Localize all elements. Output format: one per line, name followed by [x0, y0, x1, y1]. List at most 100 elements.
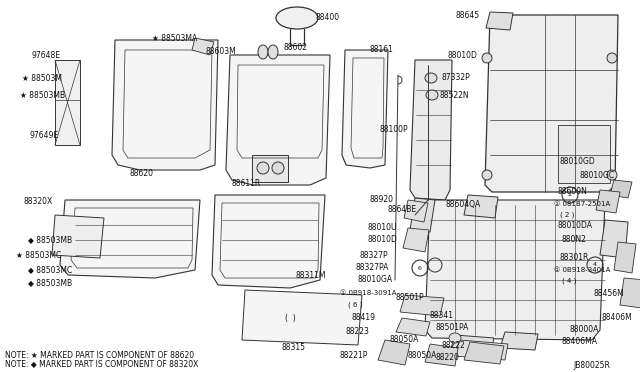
- Text: 88100P: 88100P: [380, 125, 408, 135]
- Ellipse shape: [268, 45, 278, 59]
- Text: ① 0B918-3401A: ① 0B918-3401A: [554, 267, 611, 273]
- Text: 88315: 88315: [282, 343, 306, 353]
- Text: 97649E: 97649E: [30, 131, 59, 140]
- Ellipse shape: [276, 7, 318, 29]
- Text: 88501PA: 88501PA: [435, 324, 468, 333]
- Polygon shape: [425, 344, 458, 366]
- Text: 88010GD: 88010GD: [560, 157, 596, 167]
- Text: ★ 88503MA: ★ 88503MA: [152, 33, 197, 42]
- Text: 88301R: 88301R: [560, 253, 589, 263]
- Polygon shape: [600, 220, 628, 258]
- Text: 88406MA: 88406MA: [562, 337, 598, 346]
- Ellipse shape: [607, 170, 617, 180]
- Text: 2: 2: [568, 192, 572, 198]
- Text: 88645: 88645: [455, 10, 479, 19]
- Text: 88603M: 88603M: [205, 48, 236, 57]
- Text: 6: 6: [418, 266, 422, 270]
- Text: 97648E: 97648E: [32, 51, 61, 60]
- Text: 88320X: 88320X: [23, 198, 52, 206]
- Polygon shape: [464, 342, 504, 364]
- Text: ( 6 ): ( 6 ): [348, 302, 362, 308]
- Ellipse shape: [607, 53, 617, 63]
- Polygon shape: [252, 155, 288, 182]
- Text: 88341: 88341: [430, 311, 454, 320]
- Text: 88609N: 88609N: [557, 187, 587, 196]
- Text: 88220: 88220: [435, 353, 459, 362]
- Text: 4: 4: [593, 263, 597, 267]
- Text: 88223: 88223: [345, 327, 369, 337]
- Text: ① 081B7-2501A: ① 081B7-2501A: [554, 201, 611, 207]
- Polygon shape: [226, 55, 330, 185]
- Text: 8864BE: 8864BE: [388, 205, 417, 215]
- Ellipse shape: [449, 333, 461, 343]
- Polygon shape: [450, 335, 494, 356]
- Polygon shape: [454, 340, 508, 360]
- Text: 88456M: 88456M: [594, 289, 625, 298]
- Text: ◆ 88503MB: ◆ 88503MB: [28, 235, 72, 244]
- Polygon shape: [212, 195, 325, 288]
- Polygon shape: [500, 332, 538, 350]
- Text: ( 2 ): ( 2 ): [560, 212, 574, 218]
- Text: 88920: 88920: [370, 196, 394, 205]
- Text: ★ 88503MC: ★ 88503MC: [16, 250, 61, 260]
- Polygon shape: [614, 242, 636, 273]
- Text: NOTE: ◆ MARKED PART IS COMPONENT OF 88320X: NOTE: ◆ MARKED PART IS COMPONENT OF 8832…: [5, 359, 198, 369]
- Polygon shape: [112, 40, 218, 170]
- Ellipse shape: [426, 90, 438, 100]
- Text: 88602: 88602: [283, 42, 307, 51]
- Polygon shape: [425, 200, 605, 340]
- Text: 88327PA: 88327PA: [356, 263, 389, 272]
- Polygon shape: [342, 50, 388, 168]
- Text: 88010D: 88010D: [448, 51, 478, 60]
- Text: 88050A: 88050A: [390, 336, 419, 344]
- Ellipse shape: [272, 162, 284, 174]
- Text: 88000A: 88000A: [570, 326, 600, 334]
- Bar: [558, 125, 610, 183]
- Ellipse shape: [425, 73, 437, 83]
- Text: ★ 88503MB: ★ 88503MB: [20, 90, 65, 99]
- Polygon shape: [464, 195, 498, 218]
- Polygon shape: [52, 215, 104, 258]
- Polygon shape: [620, 278, 640, 308]
- Text: 88522N: 88522N: [440, 90, 470, 99]
- Polygon shape: [410, 60, 452, 200]
- Ellipse shape: [258, 45, 268, 59]
- Text: ◆ 88503MC: ◆ 88503MC: [28, 266, 72, 275]
- Text: 88010D: 88010D: [368, 235, 398, 244]
- Text: 88010DA: 88010DA: [557, 221, 592, 231]
- Text: NOTE: ★ MARKED PART IS COMPONENT OF 88620: NOTE: ★ MARKED PART IS COMPONENT OF 8862…: [5, 350, 194, 359]
- Polygon shape: [485, 15, 618, 192]
- Text: ◆ 88503MB: ◆ 88503MB: [28, 279, 72, 288]
- Text: 880N2: 880N2: [562, 235, 587, 244]
- Polygon shape: [596, 190, 620, 213]
- Text: 88604QA: 88604QA: [445, 201, 480, 209]
- Text: 88010U: 88010U: [368, 224, 397, 232]
- Polygon shape: [192, 38, 214, 55]
- Polygon shape: [610, 180, 632, 198]
- Polygon shape: [60, 200, 200, 278]
- Text: JB80025R: JB80025R: [573, 360, 610, 369]
- Text: 88501P: 88501P: [396, 294, 424, 302]
- Ellipse shape: [257, 162, 269, 174]
- Text: ( 4 ): ( 4 ): [562, 278, 577, 284]
- Text: 88221P: 88221P: [340, 352, 369, 360]
- Text: 87332P: 87332P: [442, 73, 471, 81]
- Text: 88419: 88419: [352, 314, 376, 323]
- Polygon shape: [396, 318, 430, 336]
- Polygon shape: [400, 295, 444, 316]
- Text: 88010GC: 88010GC: [580, 170, 615, 180]
- Text: 88010GA: 88010GA: [357, 276, 392, 285]
- Ellipse shape: [482, 170, 492, 180]
- Text: 88400: 88400: [315, 13, 339, 22]
- Text: 88406M: 88406M: [602, 314, 633, 323]
- Polygon shape: [486, 12, 513, 30]
- Polygon shape: [410, 198, 435, 232]
- Ellipse shape: [482, 53, 492, 63]
- Polygon shape: [242, 290, 362, 345]
- Text: 88161: 88161: [370, 45, 394, 54]
- Text: 88611R: 88611R: [232, 179, 261, 187]
- Text: ★ 88503M: ★ 88503M: [22, 74, 62, 83]
- Polygon shape: [378, 340, 410, 365]
- Text: (  ): ( ): [285, 314, 296, 323]
- Text: 88050A: 88050A: [408, 352, 437, 360]
